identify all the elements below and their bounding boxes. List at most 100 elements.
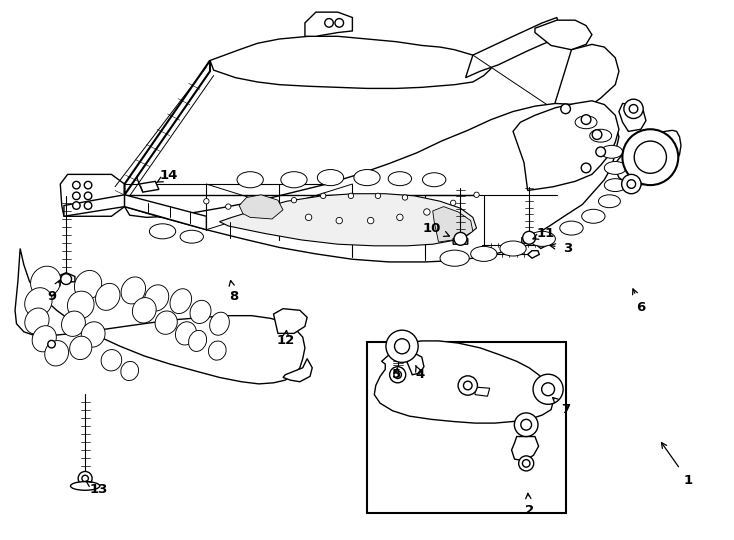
- Circle shape: [451, 200, 456, 206]
- Circle shape: [305, 214, 312, 220]
- Ellipse shape: [560, 221, 583, 235]
- Ellipse shape: [237, 172, 264, 188]
- Circle shape: [424, 209, 430, 215]
- Text: 1: 1: [661, 443, 693, 487]
- Ellipse shape: [600, 145, 622, 158]
- Ellipse shape: [317, 170, 344, 186]
- Polygon shape: [219, 194, 476, 246]
- Circle shape: [225, 204, 231, 210]
- Polygon shape: [537, 241, 548, 248]
- Ellipse shape: [575, 116, 597, 129]
- Ellipse shape: [95, 284, 120, 310]
- Text: 9: 9: [47, 280, 60, 303]
- Circle shape: [402, 195, 407, 200]
- Ellipse shape: [440, 250, 469, 266]
- Text: 13: 13: [86, 481, 107, 496]
- Ellipse shape: [45, 341, 68, 366]
- Circle shape: [386, 330, 418, 362]
- Ellipse shape: [529, 231, 556, 246]
- Circle shape: [581, 163, 591, 173]
- Circle shape: [622, 174, 641, 194]
- Circle shape: [82, 475, 88, 482]
- Text: 8: 8: [229, 281, 239, 303]
- Polygon shape: [125, 104, 619, 262]
- Ellipse shape: [121, 361, 139, 381]
- Circle shape: [515, 413, 538, 436]
- Circle shape: [394, 371, 401, 379]
- Circle shape: [533, 374, 563, 404]
- Text: 3: 3: [550, 242, 573, 255]
- Polygon shape: [283, 359, 312, 382]
- Circle shape: [390, 367, 406, 383]
- Circle shape: [596, 147, 606, 157]
- Polygon shape: [553, 44, 619, 113]
- Ellipse shape: [70, 336, 92, 360]
- Circle shape: [84, 181, 92, 189]
- Text: 5: 5: [392, 368, 401, 381]
- Text: 2: 2: [525, 494, 534, 517]
- Circle shape: [368, 218, 374, 224]
- Ellipse shape: [604, 179, 626, 192]
- Circle shape: [627, 180, 636, 188]
- Ellipse shape: [68, 291, 94, 319]
- Circle shape: [73, 181, 80, 189]
- Circle shape: [561, 104, 570, 113]
- Ellipse shape: [62, 311, 85, 336]
- Polygon shape: [475, 387, 490, 396]
- Polygon shape: [535, 20, 592, 50]
- Ellipse shape: [589, 129, 611, 142]
- Circle shape: [321, 193, 326, 199]
- Polygon shape: [407, 353, 424, 375]
- Polygon shape: [239, 195, 283, 219]
- Ellipse shape: [70, 482, 100, 490]
- Bar: [367, 342, 566, 513]
- Text: 10: 10: [422, 221, 449, 237]
- Circle shape: [581, 114, 591, 124]
- Circle shape: [73, 202, 80, 210]
- Circle shape: [519, 456, 534, 471]
- Polygon shape: [465, 17, 561, 78]
- Circle shape: [73, 192, 80, 200]
- Ellipse shape: [423, 173, 446, 187]
- Ellipse shape: [25, 288, 52, 317]
- Polygon shape: [15, 248, 305, 384]
- Circle shape: [629, 105, 638, 113]
- Circle shape: [48, 340, 55, 348]
- Ellipse shape: [170, 289, 192, 314]
- Text: 4: 4: [415, 366, 424, 381]
- Circle shape: [624, 99, 643, 118]
- Ellipse shape: [25, 308, 49, 334]
- Circle shape: [396, 214, 403, 220]
- Circle shape: [458, 376, 477, 395]
- Ellipse shape: [208, 341, 226, 360]
- Ellipse shape: [81, 322, 105, 347]
- Ellipse shape: [500, 241, 526, 256]
- Ellipse shape: [132, 298, 156, 323]
- Circle shape: [454, 232, 467, 245]
- Circle shape: [463, 381, 472, 390]
- Circle shape: [542, 383, 555, 396]
- Polygon shape: [522, 234, 537, 243]
- Ellipse shape: [581, 210, 605, 223]
- Polygon shape: [528, 251, 539, 258]
- Ellipse shape: [598, 195, 620, 208]
- Circle shape: [592, 130, 602, 139]
- Ellipse shape: [31, 266, 61, 298]
- Ellipse shape: [74, 271, 102, 300]
- Circle shape: [84, 202, 92, 210]
- Ellipse shape: [175, 322, 197, 345]
- Circle shape: [336, 218, 343, 224]
- Circle shape: [203, 199, 209, 204]
- Circle shape: [474, 192, 479, 198]
- Circle shape: [523, 231, 536, 244]
- Ellipse shape: [150, 224, 175, 239]
- Ellipse shape: [210, 312, 229, 335]
- Circle shape: [348, 193, 354, 199]
- Polygon shape: [210, 36, 491, 89]
- Ellipse shape: [190, 300, 211, 323]
- Circle shape: [84, 192, 92, 200]
- Polygon shape: [125, 195, 206, 230]
- Circle shape: [622, 129, 678, 185]
- Text: 6: 6: [633, 289, 645, 314]
- Ellipse shape: [388, 172, 412, 186]
